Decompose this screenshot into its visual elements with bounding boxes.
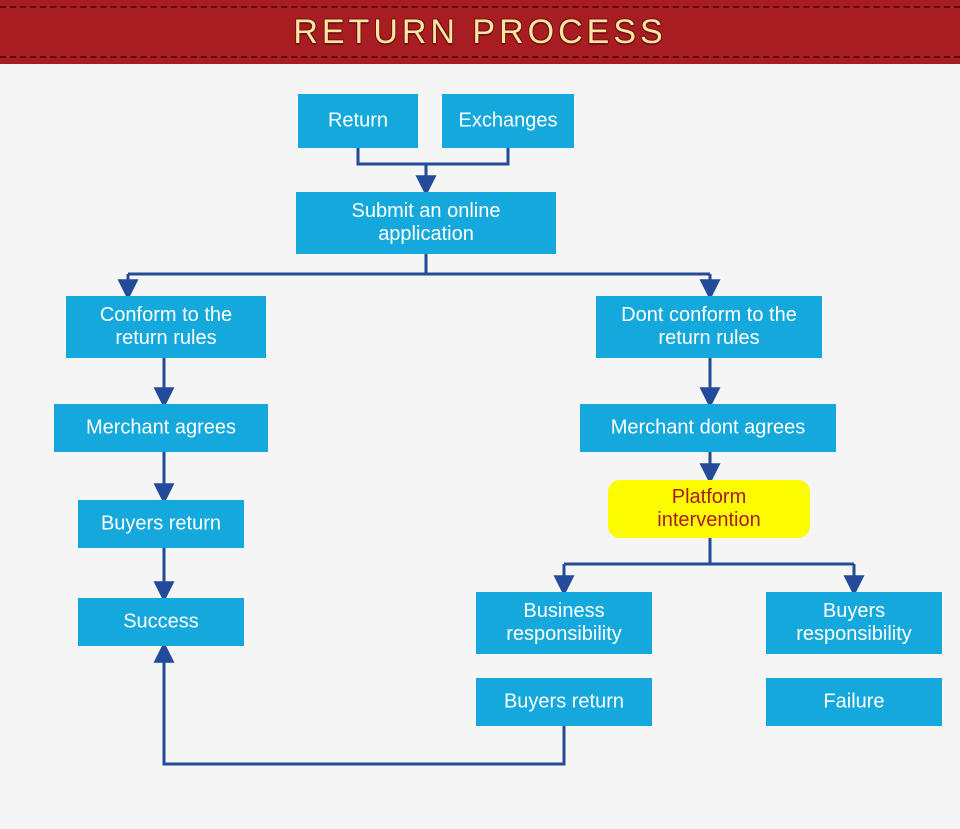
node-label: Return <box>328 109 388 131</box>
node-label: responsibility <box>796 623 912 645</box>
flow-edge <box>358 148 508 164</box>
node-buyers2: Buyers return <box>476 678 652 726</box>
node-label: Buyers return <box>101 512 221 534</box>
node-mdont: Merchant dont agrees <box>580 404 836 452</box>
node-label: Business <box>523 600 604 622</box>
banner: RETURN PROCESS <box>0 0 960 64</box>
node-label: Success <box>123 610 199 632</box>
node-label: Merchant dont agrees <box>611 416 806 438</box>
flow-edge <box>128 254 710 296</box>
flowchart: Return Exchanges Submit an onlineapplicati… <box>0 64 960 829</box>
node-success: Success <box>78 598 244 646</box>
node-bizresp: Businessresponsibility <box>476 592 652 654</box>
node-label: intervention <box>657 509 760 531</box>
node-dontconform: Dont conform to thereturn rules <box>596 296 822 358</box>
node-label: Submit an online <box>352 200 501 222</box>
node-label: Exchanges <box>459 109 558 131</box>
flow-edge <box>564 538 854 592</box>
node-conform: Conform to thereturn rules <box>66 296 266 358</box>
page-title: RETURN PROCESS <box>0 0 960 64</box>
node-magree: Merchant agrees <box>54 404 268 452</box>
node-label: Merchant agrees <box>86 416 236 438</box>
node-label: Buyers return <box>504 690 624 712</box>
node-buyresp: Buyersresponsibility <box>766 592 942 654</box>
node-label: Conform to the <box>100 304 232 326</box>
node-exchanges: Exchanges <box>442 94 574 148</box>
node-label: Dont conform to the <box>621 304 797 326</box>
node-platform: Platformintervention <box>608 480 810 538</box>
node-submit: Submit an onlineapplication <box>296 192 556 254</box>
node-label: return rules <box>658 327 759 349</box>
node-buyers1: Buyers return <box>78 500 244 548</box>
node-label: application <box>378 223 474 245</box>
node-label: return rules <box>115 327 216 349</box>
node-label: Buyers <box>823 600 885 622</box>
node-label: Platform <box>672 486 746 508</box>
node-failure: Failure <box>766 678 942 726</box>
node-label: responsibility <box>506 623 622 645</box>
node-return: Return <box>298 94 418 148</box>
node-label: Failure <box>823 690 884 712</box>
